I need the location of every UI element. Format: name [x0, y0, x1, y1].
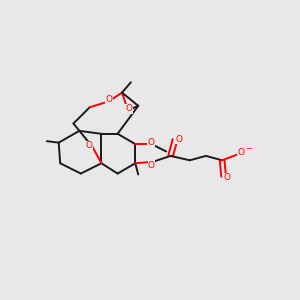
Text: O: O: [176, 135, 183, 144]
Text: O: O: [105, 94, 112, 103]
Text: −: −: [245, 145, 252, 154]
Text: O: O: [85, 141, 92, 150]
Text: O: O: [126, 104, 133, 113]
Text: O: O: [148, 161, 155, 170]
Text: O: O: [147, 137, 155, 146]
Text: O: O: [223, 173, 230, 182]
Text: O: O: [237, 148, 244, 158]
